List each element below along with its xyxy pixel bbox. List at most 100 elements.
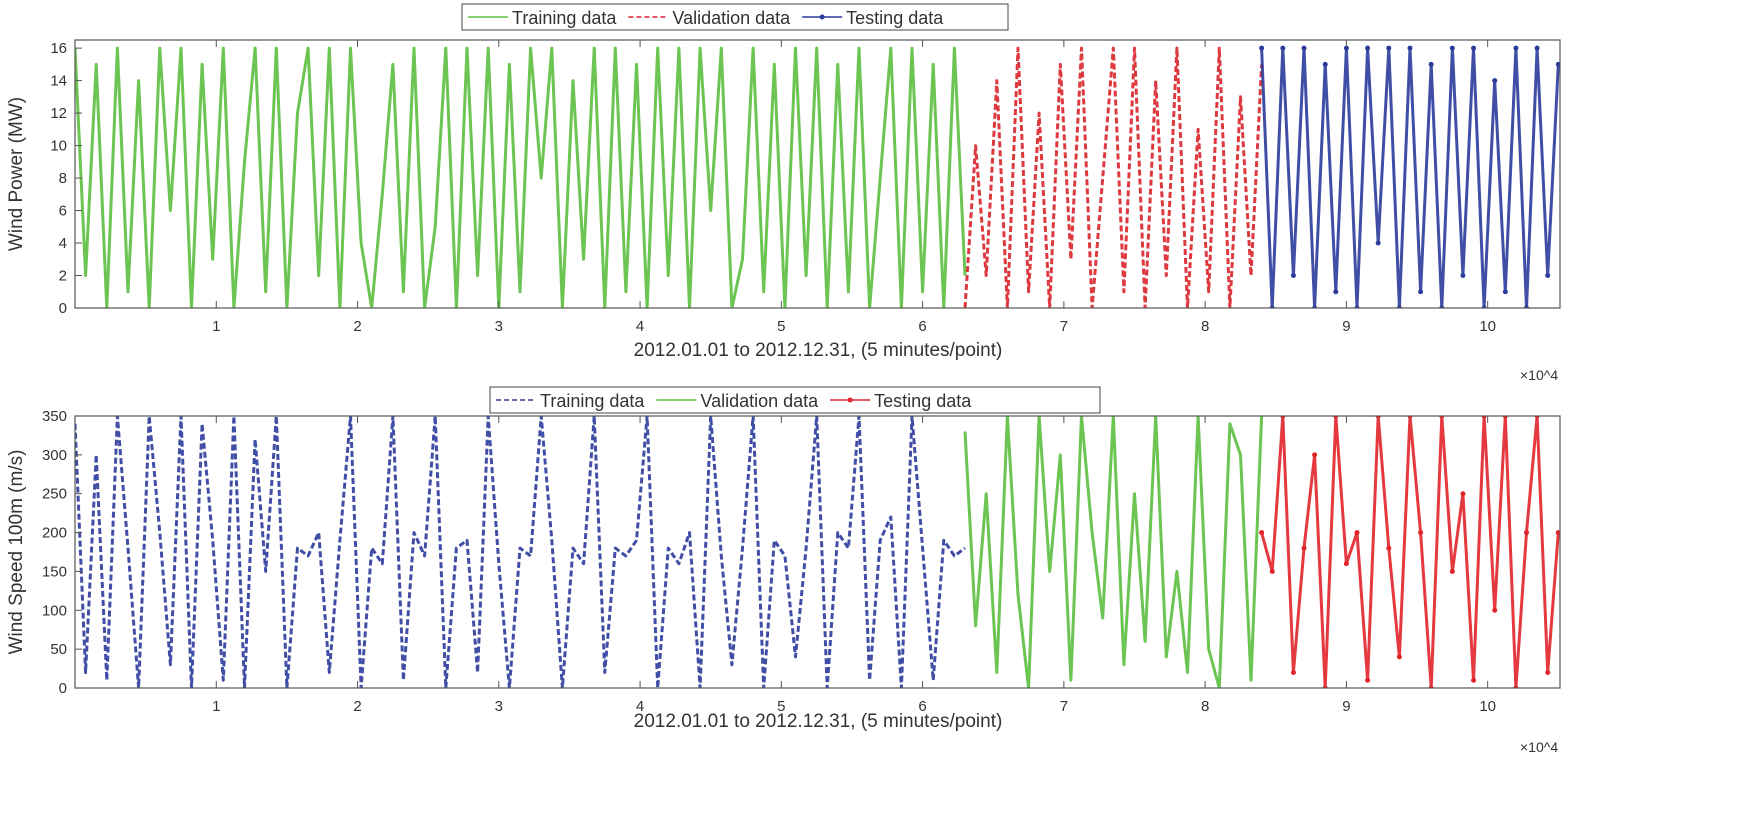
legend-label: Validation data (700, 391, 819, 411)
data-point (1524, 530, 1530, 536)
data-point (1396, 654, 1402, 660)
series-line-training-data (75, 46, 967, 308)
y-tick-label: 100 (42, 602, 67, 619)
data-point (1407, 45, 1413, 51)
data-point (1471, 677, 1477, 683)
y-tick-label: 250 (42, 486, 67, 503)
data-point (1555, 530, 1560, 536)
data-point (1492, 607, 1498, 613)
x-tick-label: 1 (212, 698, 220, 715)
data-point (1259, 530, 1265, 536)
y-tick-label: 4 (59, 235, 67, 252)
data-point (1269, 305, 1275, 308)
data-point (1333, 416, 1339, 419)
legend-label: Validation data (672, 8, 791, 28)
data-point (1269, 568, 1275, 574)
x-tick-label: 3 (495, 698, 503, 715)
y-tick-label: 50 (50, 641, 67, 658)
x-axis-exponent: ×10^4 (1520, 367, 1558, 383)
data-point (1481, 305, 1487, 308)
data-point (1513, 685, 1519, 688)
x-tick-label: 10 (1479, 318, 1496, 335)
x-tick-label: 6 (918, 318, 926, 335)
plot-area (75, 416, 1560, 688)
data-point (1386, 545, 1392, 551)
data-point (1471, 45, 1477, 51)
data-point (1534, 45, 1540, 51)
x-tick-label: 10 (1479, 698, 1496, 715)
data-point (1365, 677, 1371, 683)
legend-label: Testing data (846, 8, 944, 28)
legend-label: Training data (512, 8, 617, 28)
data-point (1375, 416, 1381, 419)
series-line-validation-data (963, 46, 1264, 308)
data-point (1365, 45, 1371, 51)
data-point (1545, 669, 1551, 675)
data-point (1280, 45, 1286, 51)
data-point (1449, 45, 1455, 51)
legend-marker (819, 14, 825, 20)
y-axis-label: Wind Speed 100m (m/s) (6, 450, 27, 655)
data-point (1343, 561, 1349, 567)
x-axis-label: 2012.01.01 to 2012.12.31, (5 minutes/poi… (634, 711, 1003, 732)
data-point (1396, 305, 1402, 308)
data-point (1439, 305, 1445, 308)
wind-speed-chart: Wind Speed 100m (m/s) 2012.01.01 to 2012… (6, 386, 1561, 755)
x-tick-label: 4 (636, 318, 644, 335)
x-tick-label: 9 (1342, 698, 1350, 715)
x-tick-label: 7 (1060, 698, 1068, 715)
data-point (1460, 273, 1466, 279)
y-tick-label: 0 (59, 680, 67, 697)
y-tick-label: 10 (50, 138, 67, 155)
data-point (1545, 273, 1551, 279)
data-point (1322, 685, 1328, 688)
x-tick-label: 9 (1342, 318, 1350, 335)
x-tick-label: 3 (495, 318, 503, 335)
legend-marker (847, 397, 853, 403)
data-point (1322, 61, 1328, 67)
data-point (1312, 452, 1318, 458)
data-point (1375, 240, 1381, 246)
data-point (1290, 273, 1296, 279)
axes-box (74, 39, 1561, 309)
data-point (1449, 568, 1455, 574)
y-tick-label: 12 (50, 105, 67, 122)
x-axis-label: 2012.01.01 to 2012.12.31, (5 minutes/poi… (634, 340, 1003, 361)
axes-box (74, 415, 1561, 689)
data-point (1502, 289, 1508, 295)
x-tick-label: 8 (1201, 698, 1209, 715)
data-point (1439, 416, 1445, 419)
legend-box (461, 3, 1009, 31)
x-tick-label: 8 (1201, 318, 1209, 335)
y-axis-label: Wind Power (MW) (6, 97, 27, 251)
data-point (1354, 305, 1360, 308)
data-point (1428, 61, 1434, 67)
x-tick-label: 5 (777, 318, 785, 335)
data-point (1301, 45, 1307, 51)
y-tick-label: 150 (42, 563, 67, 580)
series-line-testing-data (1260, 416, 1560, 688)
data-point (1502, 416, 1508, 419)
data-point (1333, 289, 1339, 295)
y-tick-label: 300 (42, 447, 67, 464)
x-tick-label: 6 (918, 698, 926, 715)
y-tick-label: 6 (59, 203, 67, 220)
plot-area (75, 45, 1560, 308)
series-line-training-data (75, 416, 966, 688)
data-point (1407, 416, 1413, 419)
x-tick-label: 7 (1060, 318, 1068, 335)
y-tick-label: 2 (59, 268, 67, 285)
data-point (1428, 685, 1434, 688)
y-tick-label: 200 (42, 525, 67, 542)
data-point (1513, 45, 1519, 51)
legend-box (489, 386, 1101, 414)
x-tick-label: 1 (212, 318, 220, 335)
data-point (1280, 416, 1286, 419)
data-point (1259, 45, 1265, 51)
y-tick-label: 14 (50, 73, 67, 90)
y-tick-label: 350 (42, 408, 67, 425)
legend-label: Testing data (874, 391, 972, 411)
data-point (1481, 416, 1487, 419)
x-tick-label: 4 (636, 698, 644, 715)
